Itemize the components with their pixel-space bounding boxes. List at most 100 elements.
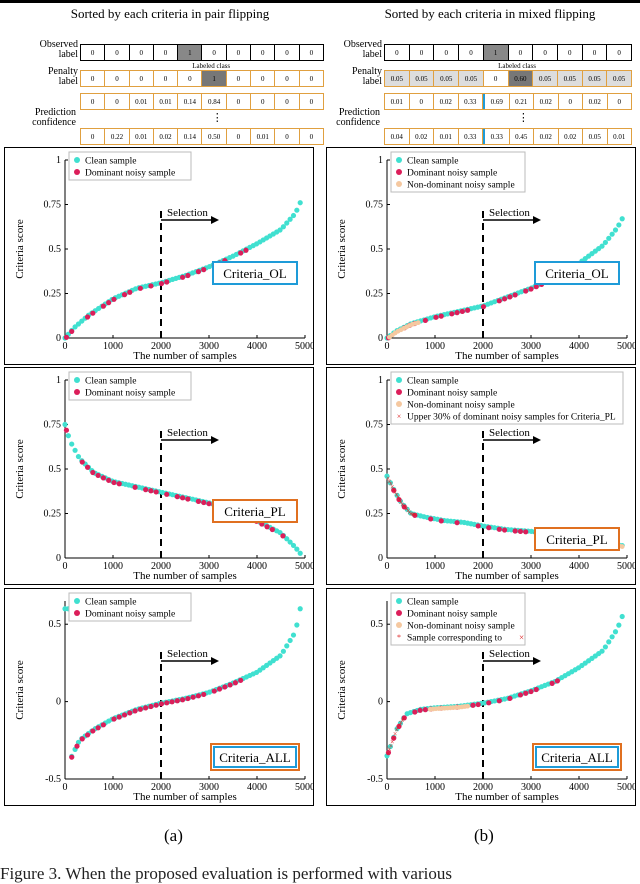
dominant-noisy-point xyxy=(153,702,159,708)
dominant-noisy-point xyxy=(438,313,444,319)
cell: 0 xyxy=(583,45,608,60)
y-tick-label: 0 xyxy=(56,697,61,708)
cell: 0.04 xyxy=(385,129,410,144)
cell: 0 xyxy=(410,94,434,109)
y-axis-label: Criteria score xyxy=(336,219,348,279)
clean-point xyxy=(384,473,390,479)
cell: 0.84 xyxy=(202,94,227,109)
dominant-noisy-point xyxy=(533,686,539,693)
dominant-noisy-point xyxy=(127,289,133,295)
clean-point xyxy=(612,227,619,233)
cell: 0 xyxy=(227,45,252,60)
dominant-noisy-point xyxy=(496,526,502,532)
clean-point xyxy=(606,639,612,645)
y-tick-label: 0.75 xyxy=(44,200,62,211)
legend-label: Dominant noisy sample xyxy=(407,610,497,620)
cell: 0 xyxy=(105,45,130,60)
upper-30-marker: × xyxy=(412,510,417,519)
dominant-noisy-point xyxy=(158,701,165,707)
legend-box xyxy=(68,592,192,622)
cell: 0.05 xyxy=(557,71,583,86)
dominant-noisy-point xyxy=(211,688,217,694)
dominant-noisy-point xyxy=(111,296,117,302)
x-tick-label: 5000 xyxy=(617,561,635,572)
legend-marker: × xyxy=(397,412,402,421)
cell: 0 xyxy=(81,94,106,109)
dominant-noisy-point xyxy=(143,487,149,493)
upper-30-marker: × xyxy=(410,510,415,519)
dominant-noisy-point xyxy=(90,310,96,316)
y-tick-label: 0.5 xyxy=(371,619,384,630)
dominant-noisy-point xyxy=(132,484,138,490)
dominant-noisy-point xyxy=(164,279,170,285)
cell: 0.14 xyxy=(178,94,203,109)
cell: 0 xyxy=(533,45,558,60)
dominant-noisy-point xyxy=(433,314,439,320)
x-axis-label: The number of samples xyxy=(455,791,559,803)
y-tick-label: 1 xyxy=(378,155,383,166)
selection-arrowhead xyxy=(211,436,219,444)
upper-30-marker: × xyxy=(403,503,408,512)
dominant-noisy-point xyxy=(158,280,165,287)
x-axis-label: The number of samples xyxy=(133,350,237,362)
cell: 0.05 xyxy=(582,71,608,86)
criteria-name: Criteria_ALL xyxy=(541,750,613,765)
x-tick-label: 4000 xyxy=(247,341,267,352)
cell: 0 xyxy=(227,94,252,109)
clean-point xyxy=(294,546,300,552)
dominant-noisy-point xyxy=(280,533,286,539)
selection-label: Selection xyxy=(167,427,208,439)
upper-30-marker: × xyxy=(397,495,402,504)
x-tick-label: 1000 xyxy=(425,782,445,793)
x-tick-label: 0 xyxy=(63,341,68,352)
y-tick-label: 1 xyxy=(56,155,61,166)
criteria-name: Criteria_PL xyxy=(224,504,285,519)
legend-label: Clean sample xyxy=(85,157,136,167)
cell: 0 xyxy=(154,71,179,86)
dominant-noisy-point xyxy=(116,481,122,487)
dominant-noisy-point xyxy=(496,298,502,304)
legend-marker xyxy=(396,169,402,175)
chart-panel-a2: 0 1000 2000 3000 4000 5000 0 0.25 0.5 0.75 1 The nu… xyxy=(4,367,315,585)
dominant-noisy-point xyxy=(153,489,159,495)
cell: 0.02 xyxy=(534,129,559,144)
cell: 0 xyxy=(509,45,534,60)
dominant-noisy-point xyxy=(422,707,428,713)
cell: 0 xyxy=(309,132,314,141)
legend-marker xyxy=(74,598,80,604)
x-tick-label: 1000 xyxy=(103,782,123,793)
legend-label: Non-dominant noisy sample xyxy=(407,401,515,411)
upper-30-marker: × xyxy=(396,493,401,502)
dominant-noisy-point xyxy=(401,504,407,510)
x-tick-label: 5000 xyxy=(295,782,313,793)
clean-point xyxy=(599,648,605,654)
dominant-noisy-point xyxy=(454,310,460,316)
dominant-noisy-point xyxy=(523,529,529,535)
dominant-noisy-point xyxy=(79,736,85,742)
dominant-noisy-point xyxy=(475,701,481,708)
dominant-noisy-point xyxy=(137,285,143,291)
x-tick-label: 2000 xyxy=(151,561,171,572)
upper-30-marker: × xyxy=(402,501,407,510)
dominant-noisy-point xyxy=(454,520,460,526)
y-tick-label: 0.5 xyxy=(49,244,62,255)
legend-marker xyxy=(74,169,80,175)
legend-box xyxy=(68,151,192,181)
clean-point xyxy=(616,222,622,228)
dominant-noisy-point xyxy=(148,283,154,289)
dominant-noisy-point xyxy=(459,308,465,315)
cell: 1 xyxy=(483,45,509,60)
cell: 0.01 xyxy=(130,129,154,144)
dominant-noisy-point xyxy=(512,292,518,298)
selection-label: Selection xyxy=(167,207,208,219)
dominant-noisy-point xyxy=(391,735,397,741)
legend-box xyxy=(390,592,526,646)
clean-point xyxy=(280,224,286,230)
chart-svg: 0 1000 2000 3000 4000 5000 0 0.25 0.5 0.75 1 The nu… xyxy=(336,371,637,582)
clean-point xyxy=(612,629,619,635)
dominant-noisy-point xyxy=(201,267,207,273)
cell: 0 xyxy=(410,45,435,60)
y-tick-label: -0.5 xyxy=(45,774,61,785)
clean-point xyxy=(387,743,393,750)
